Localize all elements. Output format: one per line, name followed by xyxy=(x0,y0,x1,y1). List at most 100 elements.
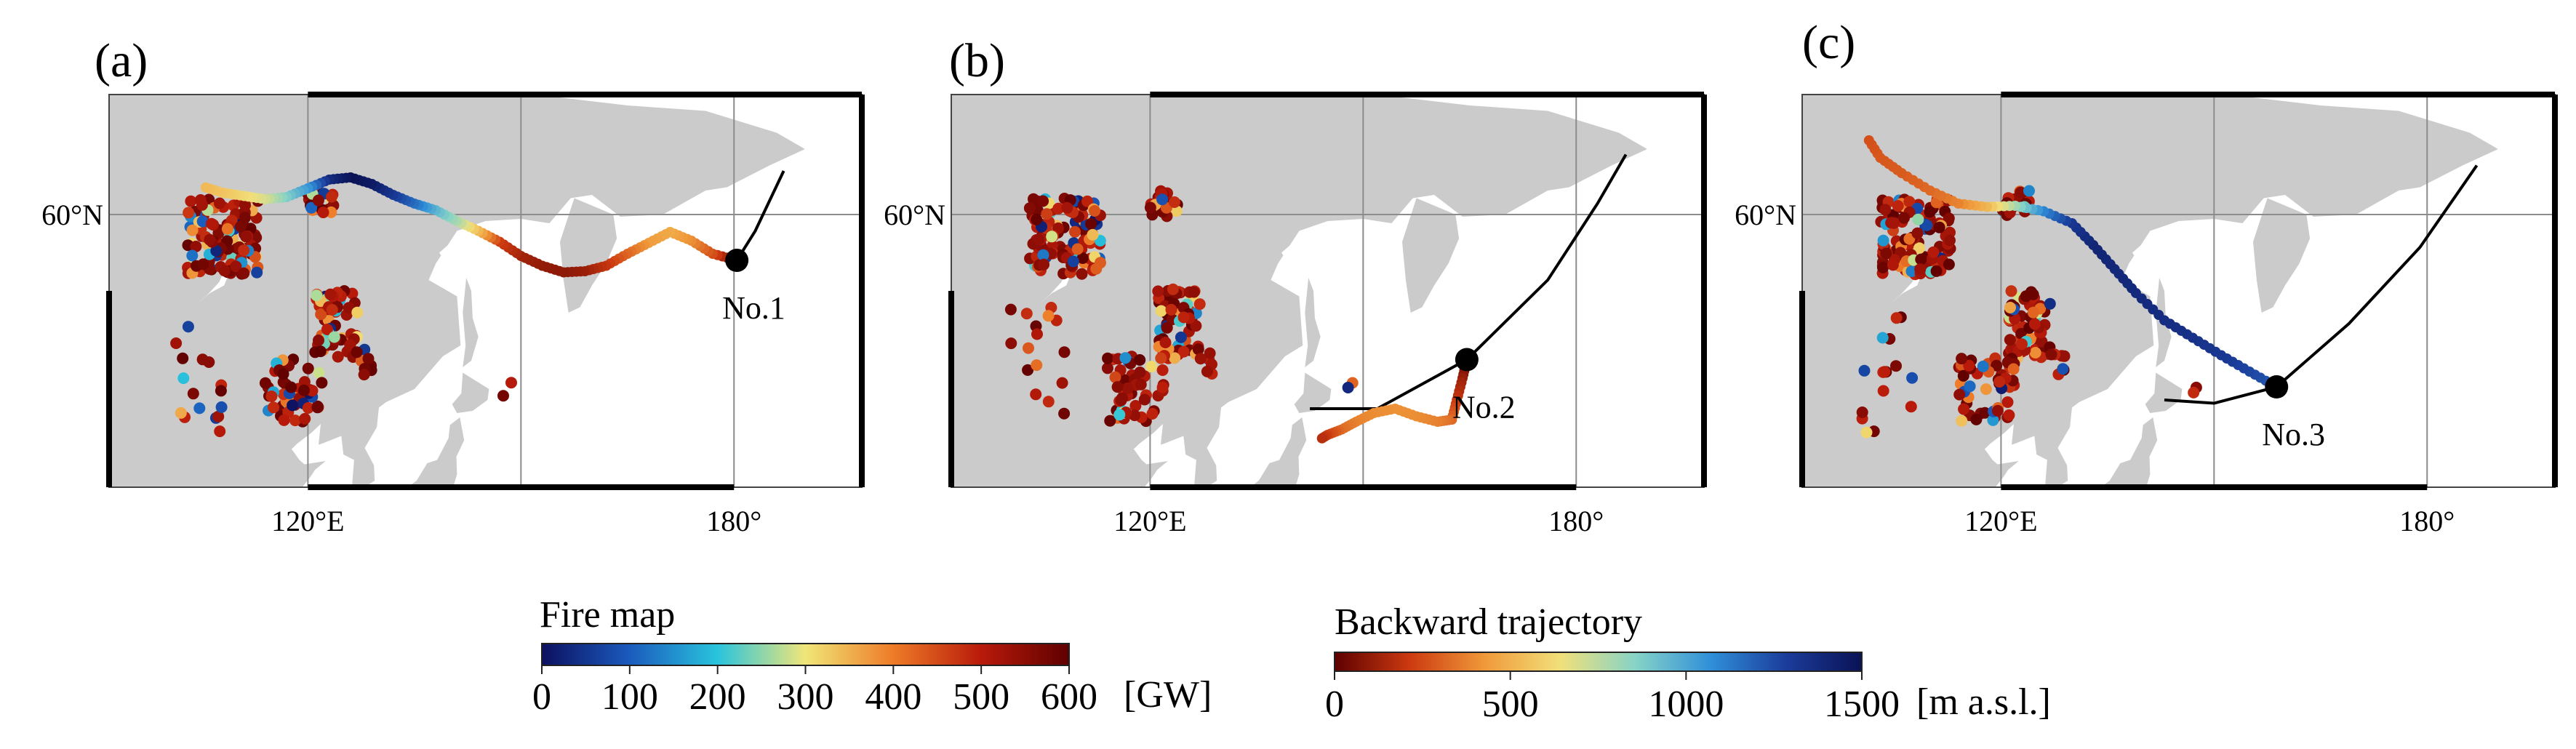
fire-hotspot xyxy=(2028,318,2041,330)
lon-tick-label: 180° xyxy=(2399,505,2455,537)
fire-hotspot xyxy=(218,265,231,277)
fire-hotspot xyxy=(182,321,194,333)
land-island xyxy=(1294,372,1332,413)
sea-of-okhotsk xyxy=(1281,220,1409,367)
station-marker xyxy=(725,249,749,272)
fire-hotspot xyxy=(332,351,344,363)
fire-hotspot xyxy=(1906,372,1919,384)
fire-hotspot xyxy=(1943,258,1955,271)
fire-hotspot xyxy=(238,267,250,279)
fire-hotspot xyxy=(1953,388,1966,401)
fire-hotspot xyxy=(1914,263,1927,276)
fire-hotspot xyxy=(1119,352,1132,364)
fire-hotspot xyxy=(2044,297,2056,310)
lon-tick-label: 120°E xyxy=(1113,505,1186,537)
fire-hotspot xyxy=(1058,407,1071,420)
land-island xyxy=(452,372,489,413)
fire-hotspot xyxy=(212,410,225,422)
fire-colorbar: Fire map 0 100 200 300 400 500 600 [GW] xyxy=(532,594,1212,718)
ship-route xyxy=(1310,153,1628,410)
fire-hotspot xyxy=(1193,298,1206,311)
fire-hotspot xyxy=(240,231,252,243)
fire-hotspot xyxy=(1177,311,1190,324)
fire-hotspot xyxy=(1155,305,1167,317)
fire-hotspot xyxy=(215,385,227,397)
fire-hotspot xyxy=(1052,202,1065,215)
ship-route xyxy=(2164,164,2479,405)
fire-hotspot xyxy=(314,345,327,358)
fire-hotspot xyxy=(2027,306,2039,319)
fire-hotspot xyxy=(1877,261,1889,273)
fire-hotspot xyxy=(343,302,355,314)
land-island xyxy=(2145,372,2183,413)
fire-hotspot xyxy=(1087,228,1099,241)
fire-hotspot xyxy=(1004,303,1017,316)
fire-hotspot xyxy=(1061,201,1073,214)
colorbar-tick-label: 600 xyxy=(1041,676,1097,718)
fire-hotspot xyxy=(2005,285,2017,297)
fire-hotspot xyxy=(238,244,250,257)
lon-tick-label: 180° xyxy=(1548,505,1604,537)
fire-colorbar-unit: [GW] xyxy=(1124,674,1212,716)
station-label: No.2 xyxy=(1452,390,1516,425)
fire-hotspot xyxy=(259,377,271,389)
colorbar-tick-label: 400 xyxy=(865,676,921,718)
fire-hotspot xyxy=(1156,193,1169,206)
fire-hotspot xyxy=(1167,283,1179,295)
fire-hotspot xyxy=(1152,285,1164,297)
land-island xyxy=(2100,417,2158,487)
fire-hotspot xyxy=(1987,414,1999,426)
fire-hotspot xyxy=(1911,227,1924,239)
fire-hotspot xyxy=(313,335,324,346)
lon-tick-label: 180° xyxy=(706,505,761,537)
map-area xyxy=(1802,95,2555,487)
fire-hotspot xyxy=(187,388,199,400)
fire-hotspot xyxy=(215,401,228,413)
colorbar-tick-label: 200 xyxy=(689,676,746,718)
fire-hotspot xyxy=(302,362,314,374)
fire-hotspot xyxy=(1991,359,2003,372)
fire-hotspot xyxy=(1903,233,1916,245)
fire-hotspot xyxy=(1030,388,1042,401)
land-island xyxy=(560,198,617,313)
fire-hotspot xyxy=(1031,359,1043,372)
fire-hotspot xyxy=(1912,213,1924,225)
fire-hotspot xyxy=(1858,364,1871,377)
fire-hotspot xyxy=(1056,377,1068,389)
fire-hotspot xyxy=(1944,234,1956,247)
colorbar-tick-label: 1000 xyxy=(1648,684,1724,725)
fire-hotspot xyxy=(1927,246,1940,258)
fire-hotspot xyxy=(239,212,251,224)
fire-hotspot xyxy=(1177,345,1190,358)
fire-hotspot xyxy=(1104,414,1116,427)
fire-hotspot xyxy=(362,353,375,365)
fire-hotspot xyxy=(2004,334,2016,346)
fire-hotspot xyxy=(1159,337,1172,348)
fire-hotspot xyxy=(358,369,370,381)
fire-colorbar-title: Fire map xyxy=(540,594,675,636)
colorbar-tick-label: 1500 xyxy=(1824,684,1900,725)
fire-hotspot xyxy=(316,377,328,389)
fire-hotspot xyxy=(2007,363,2020,375)
fire-hotspot xyxy=(251,266,263,279)
fire-hotspot xyxy=(1977,360,1989,372)
fire-hotspot xyxy=(1190,320,1202,332)
fire-hotspot xyxy=(2001,396,2014,408)
fire-hotspot xyxy=(1081,195,1094,207)
fire-hotspot xyxy=(1905,401,1917,413)
fire-hotspot xyxy=(317,207,329,219)
fire-hotspot xyxy=(190,241,202,252)
trajectory-colorbar-title: Backward trajectory xyxy=(1335,601,1642,643)
fire-hotspot xyxy=(1161,321,1173,334)
land-island xyxy=(1249,417,1307,487)
fire-hotspot xyxy=(1165,303,1177,316)
fire-hotspot xyxy=(505,377,517,389)
fire-hotspot xyxy=(1168,196,1180,208)
fire-hotspot xyxy=(1963,359,1975,372)
trajectory-point xyxy=(1316,433,1327,444)
fire-hotspot xyxy=(2015,186,2027,199)
fire-hotspot xyxy=(1076,252,1089,264)
colorbar-tick-label: 0 xyxy=(532,676,551,718)
fire-hotspot xyxy=(185,195,197,207)
fire-hotspot xyxy=(1993,376,2006,388)
